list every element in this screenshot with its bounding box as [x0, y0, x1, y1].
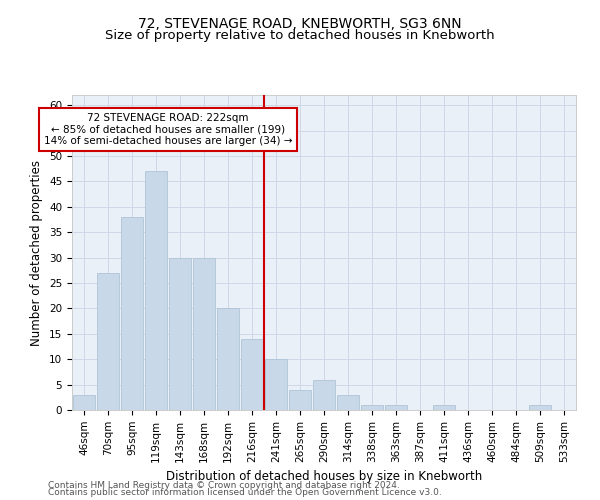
- Bar: [169, 258, 191, 410]
- Bar: [385, 405, 407, 410]
- Bar: [433, 405, 455, 410]
- Text: Size of property relative to detached houses in Knebworth: Size of property relative to detached ho…: [105, 29, 495, 42]
- Bar: [361, 405, 383, 410]
- Text: Contains HM Land Registry data © Crown copyright and database right 2024.: Contains HM Land Registry data © Crown c…: [48, 480, 400, 490]
- Y-axis label: Number of detached properties: Number of detached properties: [31, 160, 43, 346]
- Bar: [241, 339, 263, 410]
- Text: 72 STEVENAGE ROAD: 222sqm
← 85% of detached houses are smaller (199)
14% of semi: 72 STEVENAGE ROAD: 222sqm ← 85% of detac…: [44, 113, 292, 146]
- Bar: [121, 217, 143, 410]
- Bar: [337, 395, 359, 410]
- Bar: [265, 359, 287, 410]
- Bar: [217, 308, 239, 410]
- Bar: [73, 395, 95, 410]
- Bar: [97, 273, 119, 410]
- Bar: [289, 390, 311, 410]
- Text: Contains public sector information licensed under the Open Government Licence v3: Contains public sector information licen…: [48, 488, 442, 497]
- Bar: [145, 171, 167, 410]
- Bar: [529, 405, 551, 410]
- Text: 72, STEVENAGE ROAD, KNEBWORTH, SG3 6NN: 72, STEVENAGE ROAD, KNEBWORTH, SG3 6NN: [138, 18, 462, 32]
- Bar: [313, 380, 335, 410]
- X-axis label: Distribution of detached houses by size in Knebworth: Distribution of detached houses by size …: [166, 470, 482, 483]
- Bar: [193, 258, 215, 410]
